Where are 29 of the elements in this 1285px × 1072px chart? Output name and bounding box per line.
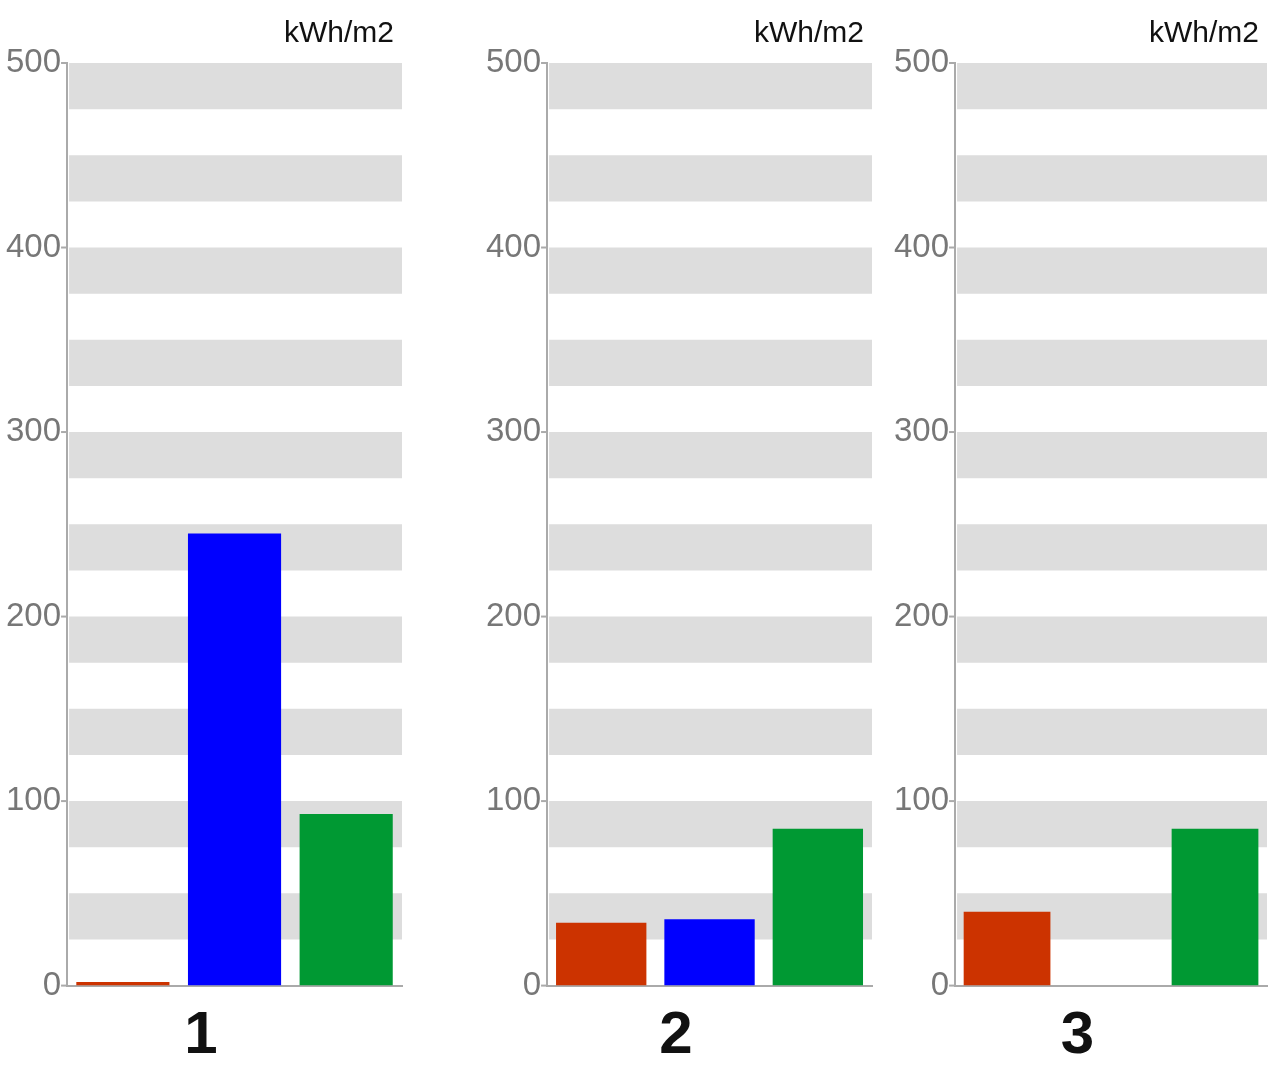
y-tick-label: 200: [6, 595, 62, 633]
y-tick-label: 300: [486, 411, 542, 449]
text: 1: [184, 998, 218, 1066]
y-tick-label: 400: [6, 226, 62, 264]
bar: [299, 814, 393, 986]
text: 3: [1060, 998, 1095, 1066]
bar: [187, 533, 282, 986]
y-tick-label: 200: [486, 595, 542, 633]
y-tick-label: 500: [894, 42, 950, 80]
y-tick-label: 500: [6, 42, 62, 80]
y-tick-label: 0: [522, 964, 542, 1002]
y-tick-label: 300: [6, 411, 62, 449]
y-axis-title: kWh/m2: [283, 15, 394, 49]
y-tick-label: 200: [894, 595, 950, 633]
bar: [664, 919, 755, 986]
y-tick-label: 400: [486, 226, 542, 264]
y-axis-title: kWh/m2: [753, 15, 864, 49]
y-tick-label: 400: [894, 226, 950, 264]
y-tick-label: 100: [6, 780, 62, 818]
y-tick-label: 500: [486, 42, 542, 80]
y-tick-label: 100: [486, 780, 542, 818]
bar: [556, 922, 647, 986]
y-axis-title: kWh/m2: [1148, 15, 1259, 49]
bar: [772, 828, 864, 986]
y-tick-label: 300: [894, 411, 950, 449]
y-tick-label: 0: [42, 964, 62, 1002]
y-tick-label: 100: [894, 780, 950, 818]
text: 2: [659, 998, 693, 1066]
y-tick-label: 0: [930, 964, 950, 1002]
